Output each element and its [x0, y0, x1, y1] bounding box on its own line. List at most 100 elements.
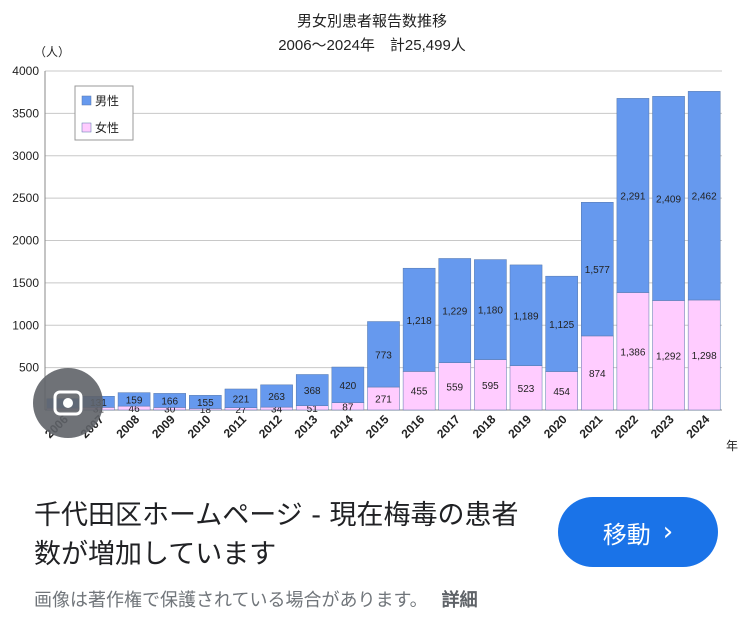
x-tick-label: 2021: [577, 412, 606, 441]
data-label: 263: [268, 392, 285, 403]
data-label: 1,218: [407, 316, 432, 327]
x-tick-label: 2023: [648, 412, 677, 441]
y-tick-label: 1000: [12, 318, 39, 332]
x-tick-label: 2017: [434, 412, 463, 441]
data-label: 1,292: [656, 351, 681, 362]
bar-segment: [652, 300, 685, 411]
x-tick-label: 2022: [612, 412, 641, 441]
data-label: 773: [375, 350, 392, 361]
notice-text: 画像は著作権で保護されている場合があります。: [34, 590, 428, 611]
more-link[interactable]: 詳細: [441, 590, 478, 611]
data-label: 221: [233, 394, 250, 405]
x-tick-label: 2011: [221, 412, 250, 441]
bar-segment: [402, 371, 436, 411]
data-label: 595: [482, 381, 499, 392]
bar-segment: [438, 362, 472, 411]
x-tick-label: 2015: [363, 412, 392, 441]
data-label: 1,180: [478, 306, 503, 317]
x-tick-label: 2024: [684, 412, 713, 441]
bar-segment: [117, 392, 151, 407]
x-tick-label: 2010: [185, 412, 214, 441]
x-tick-label: 2009: [149, 412, 178, 441]
data-label: 1,189: [514, 311, 539, 322]
chart-subtitle: 2006～2024年 計25,499人: [278, 37, 466, 54]
x-tick-label: 2018: [470, 412, 499, 441]
data-label: 27: [235, 405, 247, 416]
data-label: 2,462: [692, 192, 717, 203]
bar-segment: [509, 264, 543, 366]
bar-segment: [687, 299, 721, 411]
visit-button[interactable]: 移動 ›: [558, 497, 718, 567]
bar-segment: [438, 258, 472, 363]
y-tick-label: 2500: [12, 191, 39, 205]
data-label: 159: [126, 395, 143, 406]
x-tick-label: 2019: [505, 412, 534, 441]
bar-segment: [295, 374, 329, 406]
data-label: 1,386: [620, 347, 645, 358]
bar-segment: [545, 275, 578, 372]
data-label: 30: [164, 405, 176, 416]
y-tick-label: 500: [19, 361, 39, 375]
data-label: 559: [446, 382, 463, 393]
bar-segment: [652, 96, 685, 301]
data-label: 155: [197, 398, 214, 409]
y-tick-label: 4000: [12, 64, 39, 78]
bar-segment: [189, 395, 222, 409]
data-label: 368: [304, 386, 321, 397]
bar-segment: [153, 393, 186, 408]
y-tick-label: 1500: [12, 276, 39, 290]
data-label: 166: [161, 396, 178, 407]
data-label: 51: [307, 404, 319, 415]
data-label: 1,125: [549, 320, 574, 331]
data-label: 420: [340, 381, 357, 392]
data-label: 46: [129, 404, 141, 415]
data-label: 34: [271, 405, 283, 416]
lens-glyph: [53, 390, 83, 416]
bar-segment: [581, 335, 614, 411]
x-tick-label: 2020: [541, 412, 570, 441]
bar-segment: [545, 371, 578, 411]
legend-swatch: [81, 95, 92, 106]
y-tick-label: 3500: [12, 106, 39, 120]
notice: 画像は著作権で保護されている場合があります。 詳細: [34, 586, 478, 612]
legend-label: 女性: [95, 120, 119, 135]
y-tick-label: 2000: [12, 234, 39, 248]
data-label: 1,298: [692, 351, 717, 362]
data-label: 1,229: [442, 307, 467, 318]
bar-segment: [509, 365, 543, 411]
bar-segment: [367, 321, 400, 388]
data-label: 18: [200, 405, 212, 416]
x-tick-label: 2016: [398, 412, 427, 441]
chart-title: 男女別患者報告数推移: [297, 12, 447, 30]
bar-segment: [581, 202, 614, 337]
data-label: 874: [589, 369, 606, 380]
data-label: 454: [553, 387, 570, 398]
y-tick-label: 3000: [12, 149, 39, 163]
legend-swatch: [81, 122, 92, 133]
button-label[interactable]: 移動: [602, 520, 651, 549]
bar-segment: [331, 366, 365, 403]
lens-glyph-center: [63, 398, 73, 408]
data-label: 2,409: [656, 194, 681, 205]
bar-segment: [474, 259, 507, 360]
x-tick-label: 2013: [292, 412, 321, 441]
result-caption[interactable]: 千代田区ホームページ - 現在梅毒の患者数が増加しています: [34, 500, 519, 570]
bar-segment: [687, 91, 721, 301]
lens-icon[interactable]: [33, 368, 103, 438]
bar-segment: [402, 267, 436, 372]
data-label: 523: [518, 384, 535, 395]
bar-segment: [224, 388, 258, 408]
x-tick-label: 2008: [113, 412, 142, 441]
data-label: 1,577: [585, 265, 610, 276]
x-tick-label: 2012: [256, 412, 285, 441]
legend-label: 男性: [95, 94, 119, 108]
bar-segment: [260, 384, 293, 408]
data-label: 271: [375, 395, 392, 406]
bar-segment: [616, 98, 650, 293]
data-label: 87: [342, 402, 354, 413]
button-arrow[interactable]: ›: [662, 517, 674, 547]
chart: 男女別患者報告数推移 2006～2024年 計25,499人 （人） 年 500…: [12, 12, 738, 453]
data-label: 2,291: [620, 191, 645, 202]
data-label: 455: [411, 387, 428, 398]
